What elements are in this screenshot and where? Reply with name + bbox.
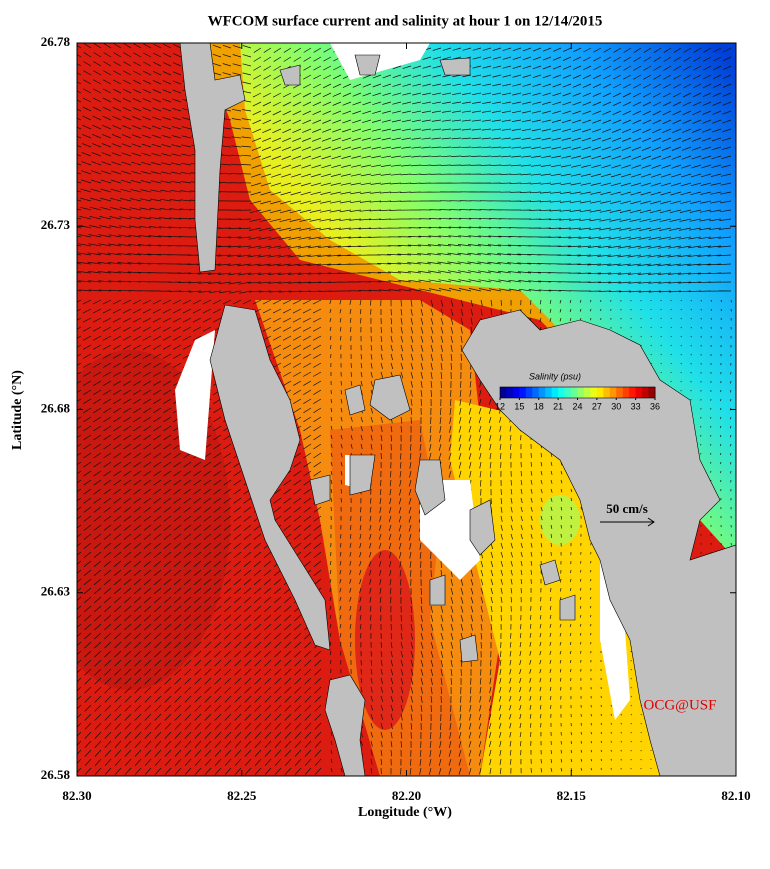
- colorbar-cell: [596, 387, 604, 398]
- colorbar-cell: [525, 387, 533, 398]
- colorbar-cell: [538, 387, 546, 398]
- scale-label: 50 cm/s: [606, 501, 648, 516]
- y-tick-label: 26.73: [41, 217, 71, 232]
- colorbar-cell: [500, 387, 507, 398]
- colorbar-cell: [519, 387, 527, 398]
- colorbar-cell: [564, 387, 572, 398]
- colorbar-cell: [577, 387, 585, 398]
- colorbar-tick-label: 30: [611, 401, 621, 411]
- colorbar-cell: [629, 387, 637, 398]
- credit: OCG@USF: [643, 697, 716, 713]
- colorbar-tick-label: 27: [592, 401, 602, 411]
- chart-title: WFCOM surface current and salinity at ho…: [208, 13, 603, 29]
- colorbar-tick-label: 12: [495, 401, 505, 411]
- colorbar-cell: [603, 387, 611, 398]
- colorbar: 12 15 18 21 24 27 30 33 36: [495, 386, 660, 411]
- colorbar-cell: [609, 387, 617, 398]
- x-tick-label: 82.10: [721, 788, 750, 803]
- colorbar-cell: [590, 387, 598, 398]
- colorbar-cell: [558, 387, 566, 398]
- y-tick-label: 26.58: [41, 767, 71, 782]
- colorbar-tick-label: 15: [514, 401, 524, 411]
- colorbar-tick-label: 24: [572, 401, 582, 411]
- colorbar-cell: [622, 387, 630, 398]
- colorbar-tick-label: 33: [631, 401, 641, 411]
- colorbar-cell: [571, 387, 578, 398]
- colorbar-cell: [512, 387, 520, 398]
- y-axis-label: Latitude (°N): [10, 370, 25, 450]
- colorbar-cell: [616, 387, 624, 398]
- colorbar-cell: [506, 387, 514, 398]
- x-tick-label: 82.25: [227, 788, 257, 803]
- colorbar-tick-label: 18: [534, 401, 544, 411]
- colorbar-cell: [545, 387, 553, 398]
- y-tick-label: 26.63: [41, 584, 71, 599]
- y-tick-label: 26.78: [41, 34, 71, 49]
- x-tick-label: 82.20: [392, 788, 421, 803]
- colorbar-cell: [583, 387, 591, 398]
- colorbar-title: Salinity (psu): [529, 371, 581, 381]
- colorbar-cell: [642, 387, 650, 398]
- colorbar-tick-label: 21: [553, 401, 563, 411]
- x-tick-label: 82.30: [62, 788, 91, 803]
- colorbar-cell: [648, 387, 656, 398]
- scale-arrow: [600, 517, 655, 527]
- colorbar-cell: [551, 387, 559, 398]
- colorbar-cell: [635, 387, 643, 398]
- land: [179, 43, 736, 776]
- colorbar-cell: [532, 387, 540, 398]
- y-tick-label: 26.68: [41, 400, 71, 415]
- map-field: [77, 43, 736, 776]
- colorbar-tick-label: 36: [650, 401, 660, 411]
- x-tick-label: 82.15: [557, 788, 587, 803]
- x-axis-label: Longitude (°W): [358, 805, 452, 820]
